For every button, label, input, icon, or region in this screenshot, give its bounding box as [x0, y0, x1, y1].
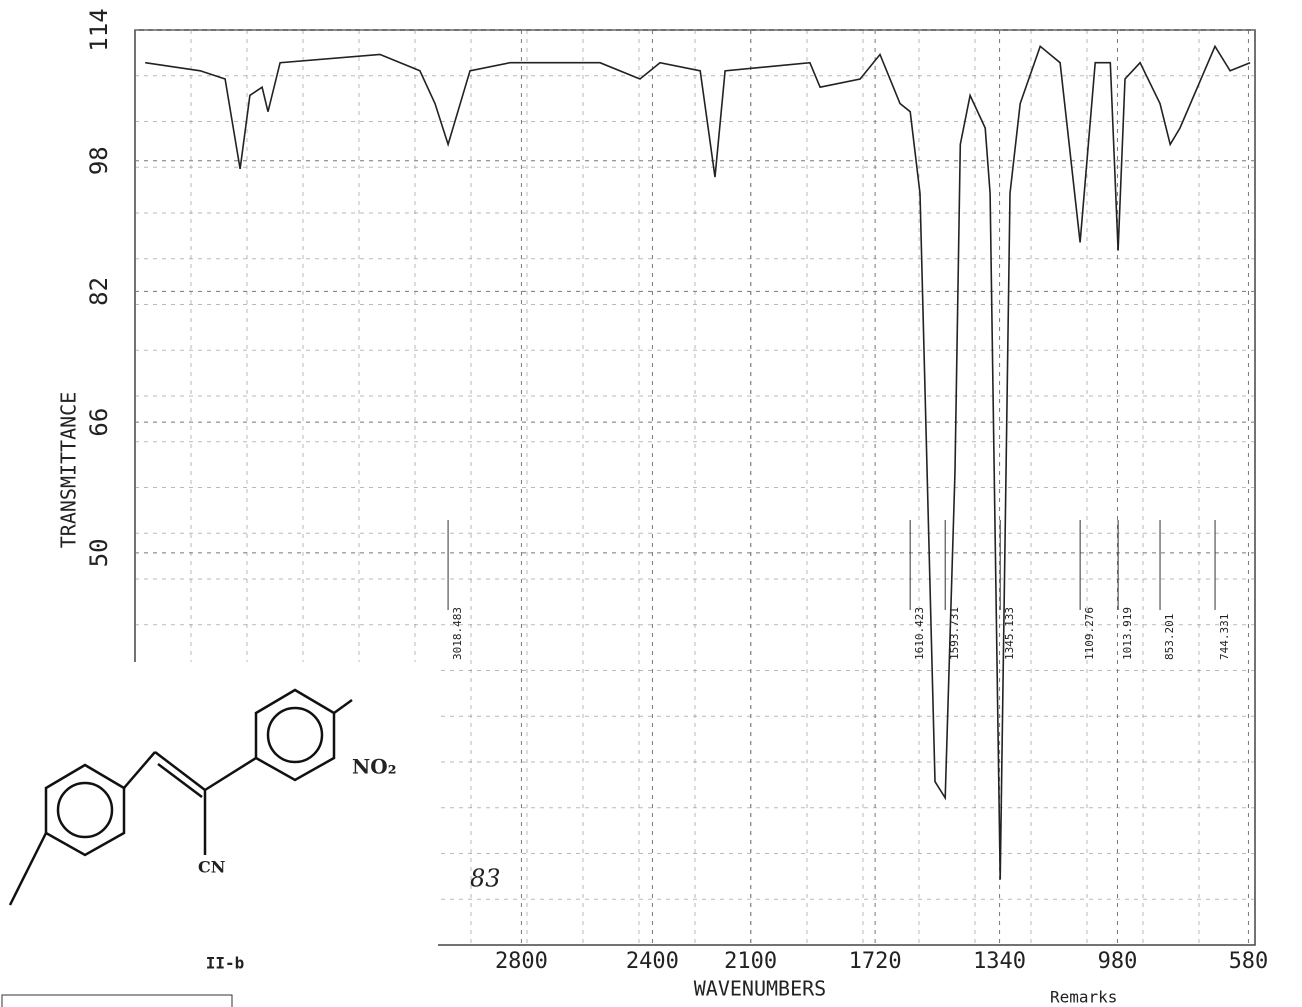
y-tick-label: 50: [85, 538, 113, 567]
bond: [204, 756, 257, 792]
x-tick-label: 980: [1098, 949, 1138, 974]
y-tick-label: 98: [85, 146, 113, 175]
group-label: CN: [198, 858, 225, 877]
peak-label: 1593.731: [948, 607, 961, 660]
peak-label: 1345.133: [1003, 607, 1016, 660]
peak-label: 1610.423: [913, 607, 926, 660]
bond: [123, 751, 156, 789]
bond: [8, 832, 48, 906]
ring-circle: [56, 781, 114, 839]
frame: [1, 994, 233, 1007]
x-axis-label: WAVENUMBERS: [694, 977, 826, 1001]
y-axis-label: TRANSMITTANCE: [57, 392, 81, 549]
x-tick-label: 1340: [973, 949, 1026, 974]
x-tick-label: 2800: [495, 949, 548, 974]
y-tick-label: 114: [85, 8, 113, 51]
x-tick-label: 2400: [626, 949, 679, 974]
peak-label: 853.201: [1163, 614, 1176, 660]
x-tick-label: 2100: [724, 949, 777, 974]
x-tick-label: 580: [1229, 949, 1269, 974]
peak-label: 3018.483: [451, 607, 464, 660]
remarks: Remarks: [1050, 988, 1117, 1007]
peak-label: 744.331: [1218, 614, 1231, 660]
ring-circle: [266, 706, 324, 764]
bond: [157, 763, 203, 798]
group-label: NO₂: [352, 755, 396, 779]
y-tick-label: 82: [85, 277, 113, 306]
x-tick-label: 1720: [849, 949, 902, 974]
spectrum-line: [145, 44, 1251, 880]
y-tick-label: 66: [85, 408, 113, 437]
molecule-panel: NO₂ CN II-b: [0, 662, 438, 1007]
bond: [154, 751, 206, 791]
bond: [333, 698, 353, 715]
peak-label: 1109.276: [1083, 607, 1096, 660]
handwritten-note: 83: [470, 865, 501, 893]
compound-label: II-b: [206, 954, 245, 973]
plot-area: 50 66 82 98 114 2800 2400 2100 1720 1340 980 580 301…: [85, 8, 1268, 974]
peak-label: 1013.919: [1121, 607, 1134, 660]
